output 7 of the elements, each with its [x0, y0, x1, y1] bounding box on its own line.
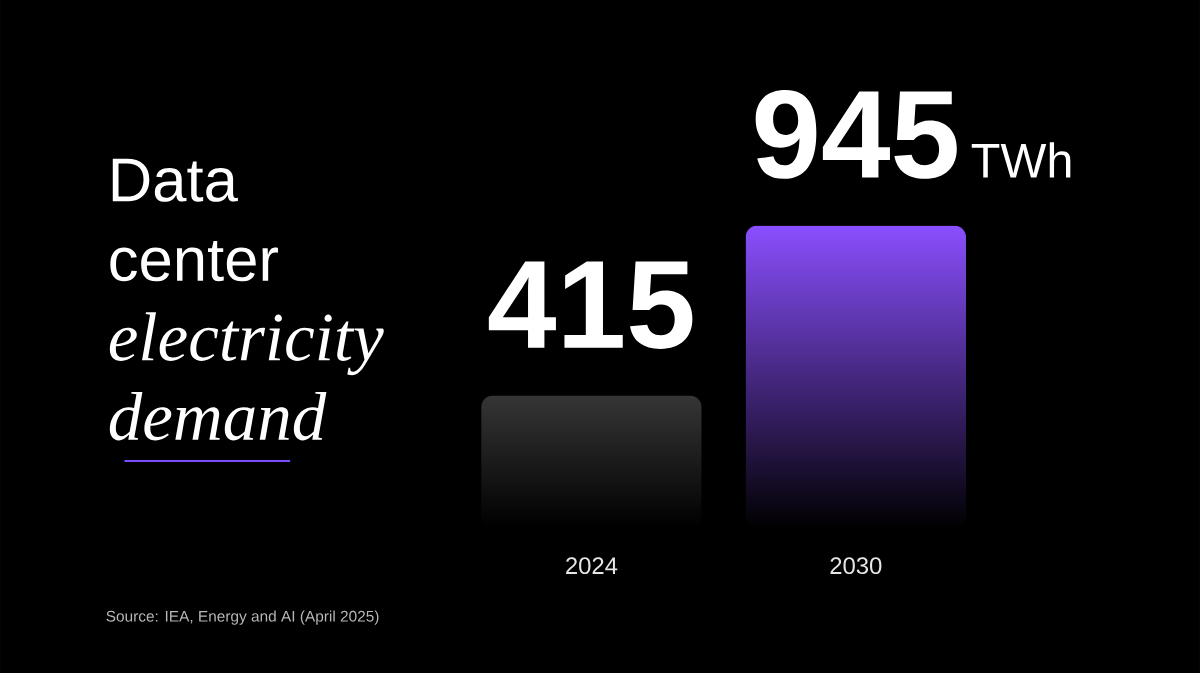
x-tick-label: 2030 — [830, 557, 882, 574]
source-note: Source: IEA, Energy and AI (April 2025) — [106, 610, 379, 625]
y-axis-title: TWh — [971, 142, 1071, 178]
data-label: 415 — [488, 261, 693, 349]
data-label: 945 — [755, 89, 957, 179]
x-tick-label: 2024 — [566, 557, 618, 574]
text: Data center electricity demand — [109, 158, 384, 441]
